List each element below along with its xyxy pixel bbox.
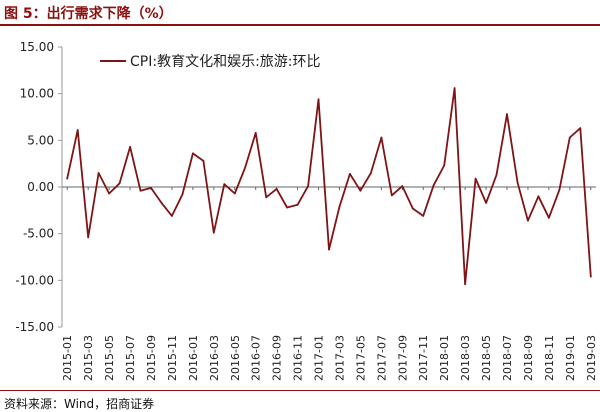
x-tick-label: 2016-07 [250,335,263,381]
data-point [129,146,132,148]
data-point [359,189,362,192]
y-tick-label: -15.00 [15,320,54,334]
data-point [401,185,404,188]
x-tick-label: 2017-01 [313,335,326,381]
data-point [474,177,477,180]
data-point [579,127,582,130]
data-point [411,207,414,210]
x-tick-label: 2017-05 [354,335,367,381]
data-point [76,129,79,131]
data-point [296,203,299,206]
x-tick-label: 2016-09 [271,335,284,381]
x-tick-label: 2018-07 [501,335,514,381]
data-point [244,166,247,169]
x-tick-label: 2019-01 [564,335,577,381]
x-tick-label: 2015-07 [124,335,137,381]
data-point [192,152,194,155]
x-tick-label: 2015-09 [145,335,158,381]
y-tick-label: 0.00 [27,180,54,194]
data-point [275,188,278,190]
x-tick-label: 2017-09 [396,335,409,381]
data-point [380,136,383,139]
data-point [87,236,90,239]
source-rule [0,390,600,391]
x-tick-label: 2015-03 [82,335,95,381]
data-point [212,231,215,234]
data-point [589,275,592,278]
data-point [432,184,435,187]
x-tick-label: 2018-09 [522,335,535,381]
x-tick-label: 2017-11 [417,335,430,381]
figure-title: 图 5：出行需求下降（%） [4,6,173,22]
data-point [150,187,152,189]
data-point [317,98,320,101]
x-tick-label: 2018-05 [480,335,493,381]
y-tick-label: 5.00 [27,133,54,147]
series-lines [66,87,592,286]
data-point [265,196,268,199]
data-point [443,164,446,167]
data-point [390,194,393,197]
x-tick-label: 2015-05 [103,335,116,381]
y-axis: 15.00 10.00 5.00 0.00 -5.00 -10.00 -15.00 [15,40,63,334]
series-line-0 [66,87,592,286]
line-chart: 15.00 10.00 5.00 0.00 -5.00 -10.00 -15.00 2015… [15,40,598,381]
data-point [338,205,341,208]
x-tick-label: 2016-05 [229,335,242,381]
data-point [223,183,226,186]
data-point [568,136,571,139]
data-point [464,283,466,285]
y-tick-label: -10.00 [15,273,54,287]
data-point [307,185,309,188]
x-tick-label: 2018-11 [543,335,556,381]
data-point [558,188,561,191]
data-point [108,192,110,195]
x-tick-label: 2015-11 [166,335,179,381]
x-tick-label: 2016-11 [292,335,305,381]
data-point [527,219,529,222]
data-point [495,174,498,176]
data-point [422,215,425,217]
data-point [328,248,330,251]
data-point [516,181,519,184]
data-point [160,202,163,204]
x-tick-label: 2019-03 [585,335,598,381]
x-tick-label: 2015-01 [61,335,74,381]
x-tick-label: 2018-03 [459,335,472,381]
legend-label: CPI:教育文化和娱乐:旅游:环比 [130,54,321,70]
data-point [254,132,257,134]
y-tick-label: 15.00 [20,40,54,54]
data-point [485,202,487,204]
data-point [233,192,236,195]
x-tick-label: 2018-01 [438,335,451,381]
data-point [548,216,550,219]
title-rule [0,24,600,26]
source-note: 资料来源：Wind，招商证券 [4,397,155,411]
data-point [453,87,456,89]
data-point [118,182,121,185]
data-point [66,177,69,180]
data-point [506,113,508,116]
x-tick-label: 2016-03 [208,335,221,381]
data-point [286,206,288,209]
data-point [171,215,173,217]
data-point [349,173,351,175]
data-point [537,195,540,198]
x-tick-label: 2017-07 [375,335,388,381]
data-point [97,172,100,174]
legend: CPI:教育文化和娱乐:旅游:环比 [100,54,321,70]
y-tick-label: 10.00 [20,87,54,101]
x-axis: 2015-01 2015-03 2015-05 2015-07 2015-09 2015-… [61,186,598,381]
data-point [370,172,372,174]
data-point [139,189,142,192]
x-tick-label: 2017-03 [333,335,346,381]
y-tick-label: -5.00 [23,227,54,241]
data-point [202,160,205,162]
data-point [181,193,184,196]
x-tick-label: 2016-01 [187,335,200,381]
